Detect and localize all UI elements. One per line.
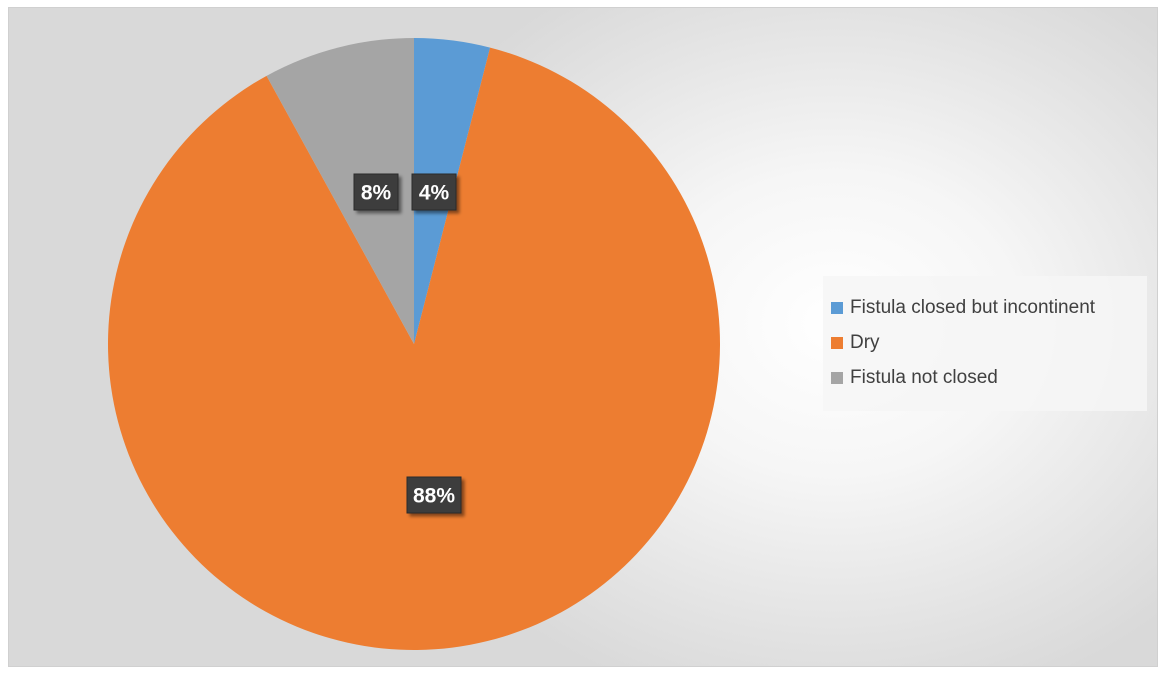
data-label-text: 4% [419, 182, 450, 205]
pie-slice-fistula-not-closed [266, 38, 414, 344]
data-label-box [406, 476, 462, 514]
legend-swatch-gray [831, 371, 843, 384]
legend-swatch-orange [831, 336, 843, 349]
legend-swatch-blue [831, 301, 843, 314]
data-label-text: 8% [361, 182, 392, 205]
legend-label: Fistula not closed [850, 366, 998, 388]
chart-area: 4% 88% 8% Fistula closed but incontinent D… [8, 7, 1158, 667]
data-label-dry: 88% [406, 476, 462, 514]
legend-item-dry: Dry [831, 325, 1147, 360]
legend: Fistula closed but incontinent Dry Fistu… [823, 276, 1147, 411]
data-label-box [411, 173, 457, 211]
data-label-text: 88% [413, 485, 455, 508]
legend-label: Fistula closed but incontinent [850, 296, 1096, 318]
legend-item-fistula-closed-but-incontinent: Fistula closed but incontinent [831, 290, 1147, 325]
data-label-fistula-closed-but-incontinent: 4% [411, 173, 457, 211]
pie-slice-dry [107, 47, 720, 651]
data-label-box [353, 173, 399, 211]
legend-label: Dry [850, 331, 880, 353]
data-label-fistula-not-closed: 8% [353, 173, 399, 211]
legend-item-fistula-not-closed: Fistula not closed [831, 360, 1147, 395]
pie-chart: 4% 88% 8% [107, 38, 720, 651]
